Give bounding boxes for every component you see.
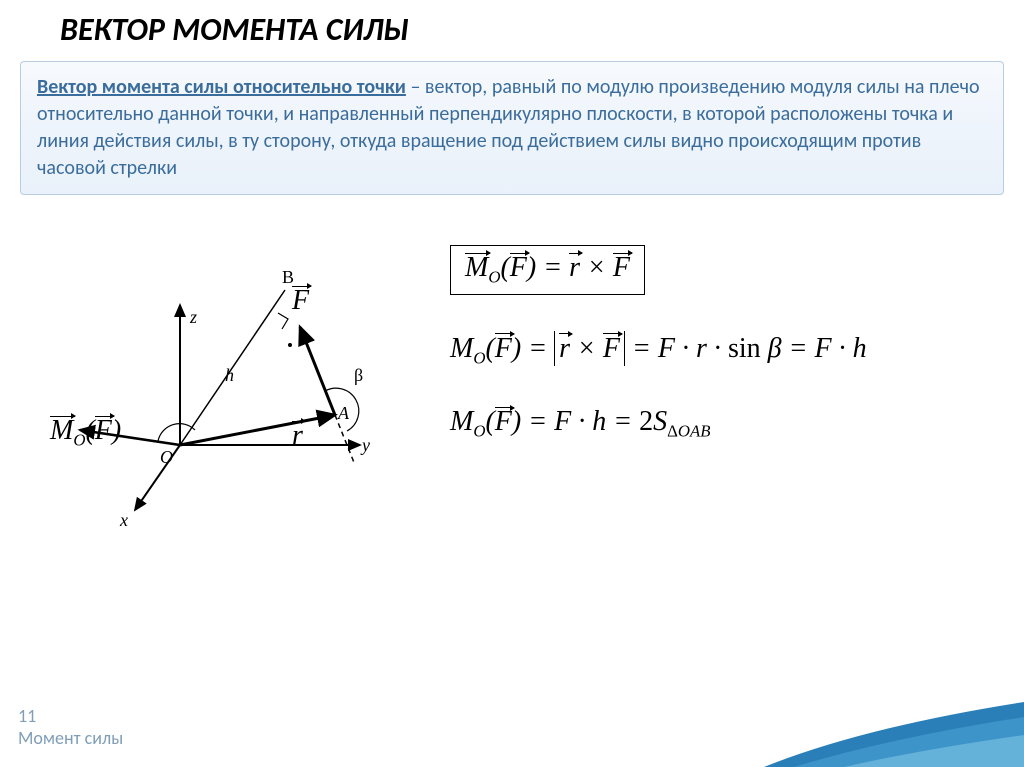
- h-label: h: [225, 365, 234, 386]
- axis-z-label: z: [190, 307, 197, 328]
- point-a-label: A: [338, 403, 349, 424]
- formula-area: MO(F) = F · h = 2SΔOAB: [450, 406, 990, 442]
- f-vector-label: F: [292, 285, 309, 317]
- definition-box: Вектор момента силы относительно точки –…: [20, 61, 1004, 195]
- formula-magnitude: MO(F) = r × F = F · r · sin β = F · h: [450, 333, 990, 369]
- definition-lead: Вектор момента силы относительно точки: [37, 75, 406, 99]
- formula-boxed: MO(F) = r × F: [450, 245, 645, 295]
- r-vector-label: r: [292, 420, 303, 452]
- axis-x-label: x: [120, 510, 128, 531]
- slide-footer: 11 Момент силы: [18, 705, 123, 749]
- axis-y-label: y: [362, 435, 370, 456]
- footer-caption: Момент силы: [18, 727, 123, 749]
- page-number: 11: [18, 705, 123, 727]
- formulas-block: MO(F) = r × F MO(F) = r × F = F · r · si…: [450, 245, 990, 480]
- beta-label: β: [354, 365, 363, 386]
- content-area: x y z O A B h β F r MO(F) MO(F) = r × F …: [20, 215, 1004, 575]
- page-title: ВЕКТОР МОМЕНТА СИЛЫ: [0, 0, 1024, 49]
- m-vector-label: MO(F): [50, 415, 121, 451]
- vector-diagram: x y z O A B h β F r MO(F): [60, 235, 400, 555]
- corner-decoration: [764, 667, 1024, 767]
- origin-label: O: [160, 447, 173, 468]
